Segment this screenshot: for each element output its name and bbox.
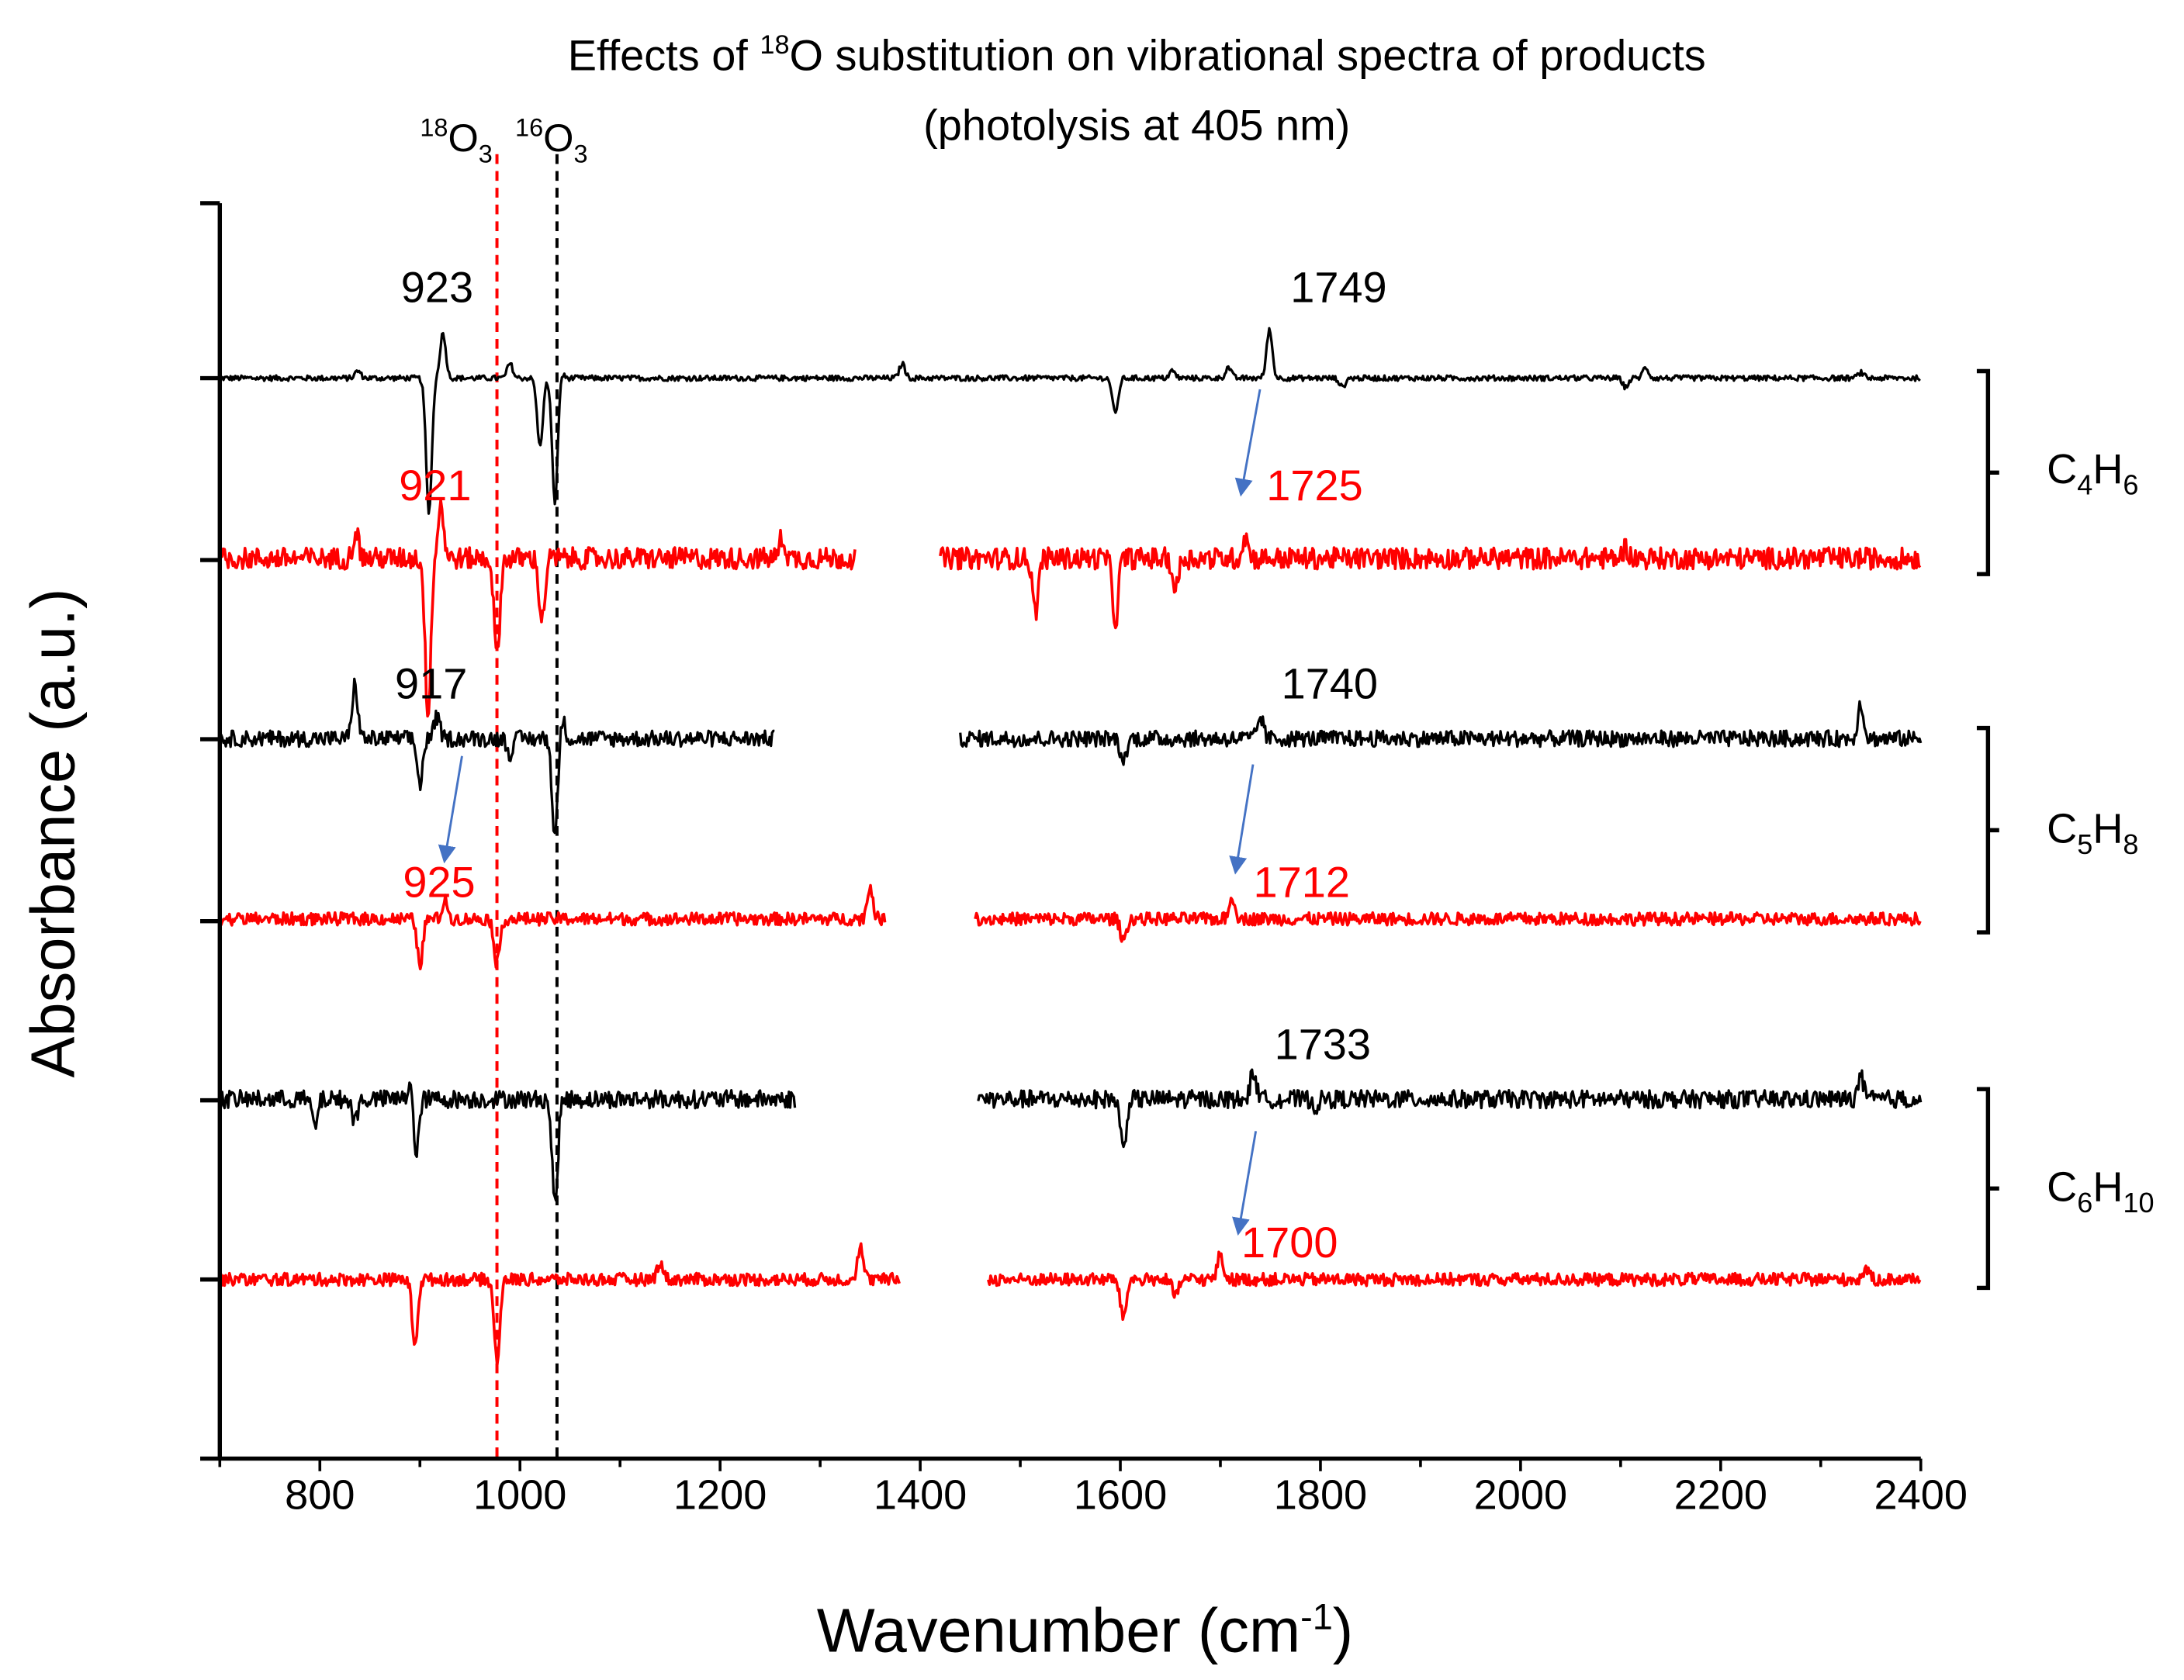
group-bracket-1 — [1976, 725, 1999, 935]
reference-label-16o3: 16O3 — [515, 113, 587, 168]
peak-label-921: 921 — [399, 461, 471, 510]
x-tick-label-1600: 1600 — [1074, 1472, 1167, 1519]
spectrum-c4h6-16o3-segment-1 — [220, 327, 1921, 515]
x-tick-label-2200: 2200 — [1674, 1472, 1767, 1519]
peak-label-923: 923 — [401, 262, 473, 311]
reference-label-18o3: 18O3 — [420, 113, 492, 168]
shift-arrow-917-to-925 — [438, 755, 463, 864]
x-tick-label-2000: 2000 — [1474, 1472, 1567, 1519]
spectrum-c6h10-18o3-segment-1 — [218, 1242, 901, 1367]
peak-label-1712: 1712 — [1254, 857, 1350, 906]
x-tick-label-2400: 2400 — [1874, 1472, 1968, 1519]
spectrum-c4h6-18o3-segment-1 — [218, 499, 857, 718]
peak-label-1725: 1725 — [1266, 461, 1362, 510]
peak-label-1700: 1700 — [1241, 1218, 1338, 1267]
peak-label-1733: 1733 — [1275, 1020, 1371, 1069]
spectrum-c5h8-18o3-segment-1 — [218, 883, 887, 970]
x-tick-label-1400: 1400 — [874, 1472, 967, 1519]
group-bracket-2 — [1976, 1087, 1999, 1291]
peak-label-925: 925 — [403, 857, 475, 906]
x-tick-label-800: 800 — [285, 1472, 355, 1519]
chart-title: Effects of 18O substitution on vibration… — [568, 30, 1706, 150]
y-axis-label: Absorbance (a.u.) — [19, 589, 88, 1078]
group-label-c5h8: C5H8 — [2047, 806, 2138, 860]
group-bracket-0 — [1976, 368, 1999, 576]
shift-arrow-1733-to-1700 — [1232, 1131, 1258, 1236]
spectrum-c5h8-16o3-segment-2 — [959, 700, 1923, 766]
spectrum-c6h10-16o3-segment-1 — [218, 1081, 797, 1202]
subtitle: (photolysis at 405 nm) — [923, 101, 1350, 150]
group-label-c6h10: C6H10 — [2047, 1164, 2154, 1219]
spectrum-c6h10-16o3-segment-2 — [977, 1068, 1923, 1149]
shift-arrow-1749-to-1725 — [1234, 389, 1262, 497]
shift-arrow-1740-to-1712 — [1229, 764, 1255, 875]
spectrum-c4h6-18o3-segment-2 — [939, 532, 1922, 630]
spectrum-c6h10-18o3-segment-2 — [987, 1250, 1922, 1322]
peak-label-1740: 1740 — [1282, 659, 1378, 708]
spectrum-c5h8-18o3-segment-2 — [974, 897, 1922, 943]
x-tick-label-1200: 1200 — [673, 1472, 767, 1519]
peak-label-917: 917 — [395, 659, 467, 708]
peak-label-1749: 1749 — [1290, 262, 1386, 311]
x-axis-label: Wavenumber (cm-1) — [817, 1596, 1354, 1665]
x-tick-label-1000: 1000 — [473, 1472, 566, 1519]
x-tick-label-1800: 1800 — [1274, 1472, 1367, 1519]
title-line-1: Effects of 18O substitution on vibration… — [568, 30, 1706, 80]
spectrum-c5h8-16o3-segment-1 — [218, 677, 775, 835]
group-label-c4h6: C4H6 — [2047, 446, 2138, 500]
